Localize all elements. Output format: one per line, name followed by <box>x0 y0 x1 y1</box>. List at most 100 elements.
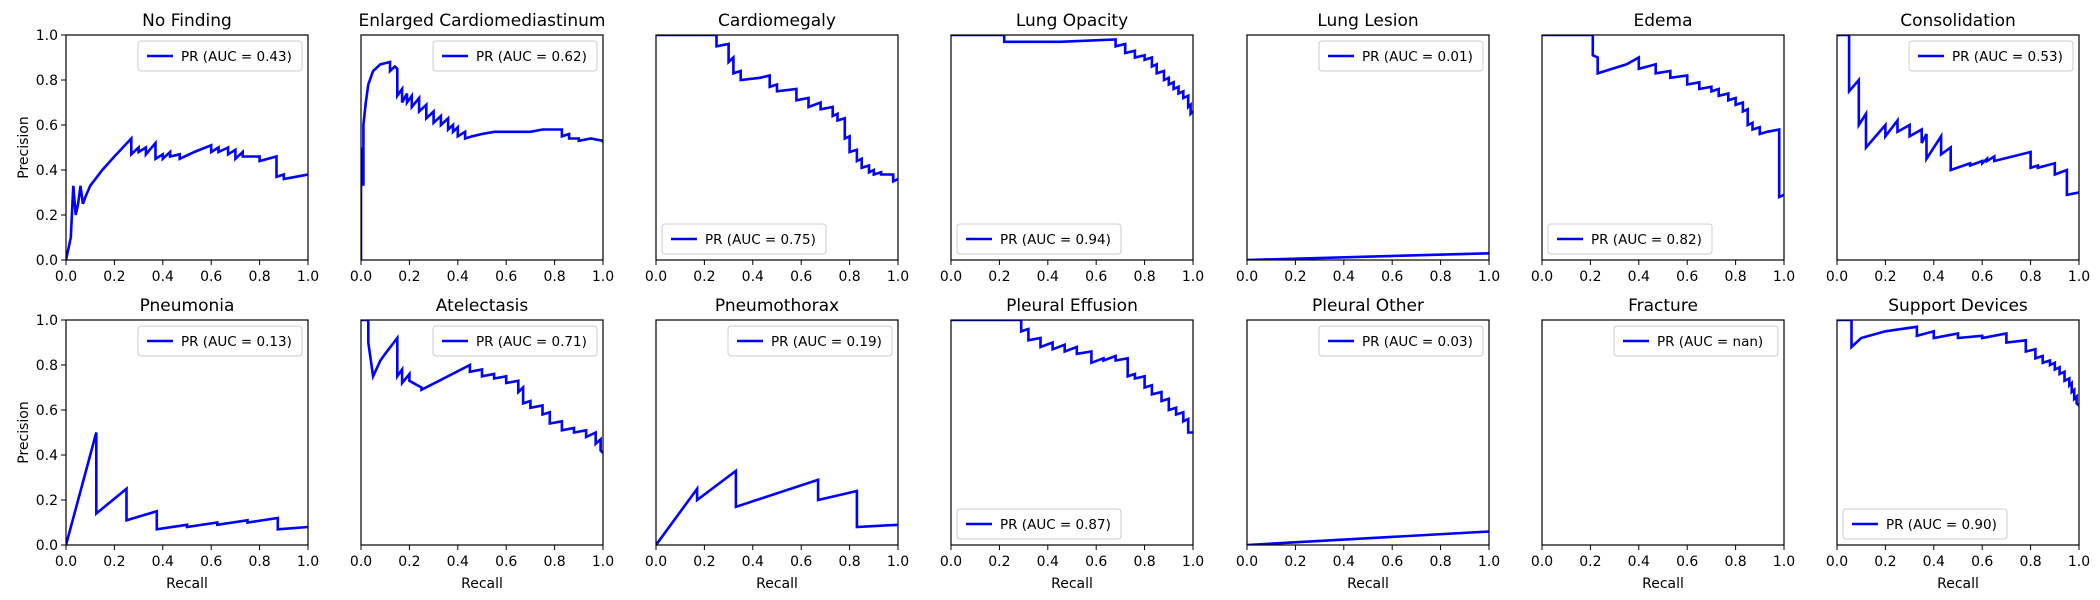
y-tick-label: 0.2 <box>36 208 58 224</box>
x-tick-label: 0.6 <box>200 269 222 285</box>
x-tick-label: 0.0 <box>1236 269 1258 285</box>
x-tick-label: 0.0 <box>350 269 372 285</box>
x-tick-label: 0.4 <box>152 269 174 285</box>
x-tick-label: 1.0 <box>1478 269 1500 285</box>
legend: PR (AUC = nan) <box>1613 325 1779 357</box>
y-axis-label: Precision <box>16 401 32 463</box>
panel-title: Cardiomegaly <box>718 11 836 31</box>
x-tick-label: 0.2 <box>988 269 1010 285</box>
pr-curve-line <box>1837 35 2079 197</box>
legend-label: PR (AUC = 0.71) <box>476 334 587 350</box>
x-tick-label: 0.0 <box>645 554 667 570</box>
legend: PR (AUC = 0.75) <box>661 223 827 255</box>
x-tick-label: 0.6 <box>1971 269 1993 285</box>
y-tick-label: 0.0 <box>36 253 58 269</box>
legend-box <box>432 325 598 357</box>
axes-frame <box>360 319 604 546</box>
x-tick-label: 1.0 <box>1182 554 1204 570</box>
x-tick-label: 0.6 <box>495 269 517 285</box>
chart-panel: Cardiomegaly 0.0 0.2 0.4 0.6 0.8 1.0 PR (AUC = … <box>645 11 909 285</box>
legend: PR (AUC = 0.43) <box>137 40 303 72</box>
y-tick-label: 0.6 <box>36 118 58 134</box>
x-tick-label: 0.0 <box>940 554 962 570</box>
x-tick-label: 0.2 <box>1579 554 1601 570</box>
y-tick-label: 1.0 <box>36 28 58 44</box>
y-axis-label: Precision <box>16 116 32 178</box>
x-tick-label: 0.2 <box>103 269 125 285</box>
axes-frame <box>1541 34 1785 261</box>
pr-curve-line <box>1247 530 1489 545</box>
x-tick-label: 0.6 <box>1676 269 1698 285</box>
x-tick-label: 0.0 <box>1826 269 1848 285</box>
x-tick-label: 0.2 <box>1874 269 1896 285</box>
x-tick-label: 0.2 <box>103 554 125 570</box>
legend: PR (AUC = 0.62) <box>432 40 598 72</box>
x-tick-label: 1.0 <box>297 554 319 570</box>
legend-label: PR (AUC = 0.53) <box>1952 49 2063 65</box>
y-tick-label: 0.8 <box>36 358 58 374</box>
x-tick-label: 0.2 <box>1284 269 1306 285</box>
legend: PR (AUC = 0.71) <box>432 325 598 357</box>
legend-box <box>956 508 1122 540</box>
x-tick-label: 1.0 <box>2068 554 2090 570</box>
x-tick-label: 1.0 <box>592 554 614 570</box>
x-tick-label: 0.6 <box>1085 269 1107 285</box>
legend: PR (AUC = 0.82) <box>1547 223 1713 255</box>
panel-title: Lung Opacity <box>1016 11 1128 31</box>
y-tick-label: 0.0 <box>36 538 58 554</box>
axes-frame <box>1836 34 2080 261</box>
legend-box <box>137 40 303 72</box>
pr-curve-line <box>361 60 603 260</box>
x-tick-label: 0.8 <box>2019 554 2041 570</box>
legend: PR (AUC = 0.53) <box>1908 40 2074 72</box>
x-tick-label: 0.6 <box>1971 554 1993 570</box>
pr-curve-line <box>361 320 603 454</box>
legend: PR (AUC = 0.94) <box>956 223 1122 255</box>
x-tick-label: 0.6 <box>1676 554 1698 570</box>
x-tick-label: 0.6 <box>495 554 517 570</box>
x-tick-label: 0.4 <box>447 269 469 285</box>
x-axis-label: Recall <box>166 576 208 592</box>
x-tick-label: 0.4 <box>1037 269 1059 285</box>
x-tick-label: 0.0 <box>1531 554 1553 570</box>
axes-frame <box>65 34 309 261</box>
x-tick-label: 0.4 <box>742 269 764 285</box>
legend-label: PR (AUC = nan) <box>1657 334 1763 350</box>
legend-box <box>1613 325 1779 357</box>
x-tick-label: 1.0 <box>887 554 909 570</box>
legend-box <box>1908 40 2074 72</box>
x-tick-label: 0.8 <box>1429 554 1451 570</box>
x-tick-label: 0.8 <box>248 554 270 570</box>
x-tick-label: 0.6 <box>790 269 812 285</box>
x-tick-label: 0.8 <box>838 269 860 285</box>
axes-frame <box>950 34 1194 261</box>
x-tick-label: 0.4 <box>152 554 174 570</box>
panel-title: Support Devices <box>1888 296 2028 316</box>
y-tick-label: 1.0 <box>36 313 58 329</box>
chart-panel: Pleural Other 0.0 0.2 0.4 0.6 0.8 1.0 Recall PR … <box>1236 296 1500 592</box>
x-tick-label: 0.0 <box>1826 554 1848 570</box>
panel-title: Lung Lesion <box>1317 11 1418 31</box>
legend: PR (AUC = 0.87) <box>956 508 1122 540</box>
legend-label: PR (AUC = 0.75) <box>705 232 816 248</box>
legend: PR (AUC = 0.13) <box>137 325 303 357</box>
legend-box <box>1842 508 2008 540</box>
x-tick-label: 0.0 <box>1236 554 1258 570</box>
x-tick-label: 0.8 <box>2019 269 2041 285</box>
legend-label: PR (AUC = 0.82) <box>1591 232 1702 248</box>
legend-box <box>956 223 1122 255</box>
x-tick-label: 0.4 <box>742 554 764 570</box>
x-tick-label: 1.0 <box>1478 554 1500 570</box>
x-axis-label: Recall <box>1937 576 1979 592</box>
x-axis-label: Recall <box>461 576 503 592</box>
x-tick-label: 0.2 <box>1579 269 1601 285</box>
y-tick-label: 0.4 <box>36 448 58 464</box>
legend-box <box>432 40 598 72</box>
x-tick-label: 0.2 <box>988 554 1010 570</box>
legend: PR (AUC = 0.01) <box>1318 40 1484 72</box>
legend: PR (AUC = 0.03) <box>1318 325 1484 357</box>
x-tick-label: 0.8 <box>543 269 565 285</box>
legend-label: PR (AUC = 0.90) <box>1886 517 1997 533</box>
legend-label: PR (AUC = 0.87) <box>1000 517 1111 533</box>
x-tick-label: 0.6 <box>200 554 222 570</box>
